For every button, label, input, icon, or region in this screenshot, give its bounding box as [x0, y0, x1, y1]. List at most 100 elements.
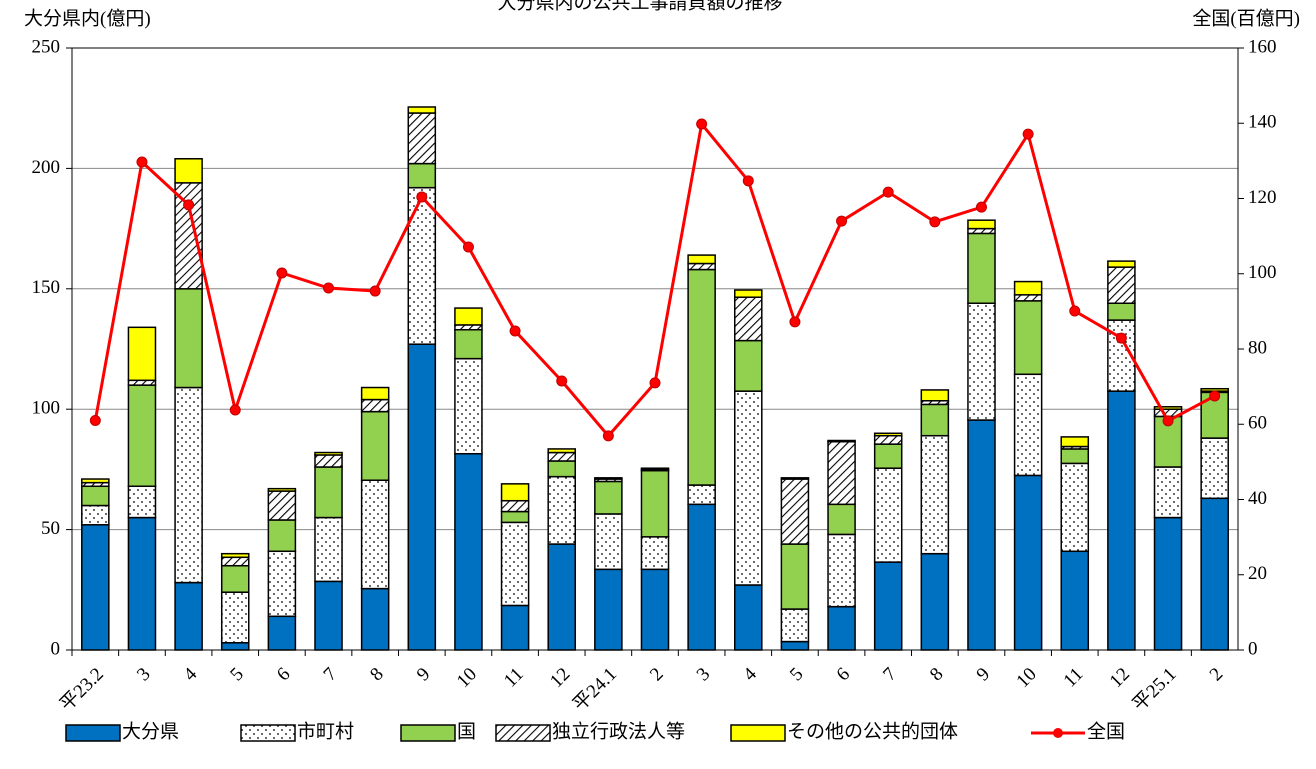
legend-label: 大分県 — [122, 720, 179, 742]
x-tick-label: 2 — [1206, 664, 1228, 686]
legend-swatch — [240, 724, 296, 742]
bar-segment — [920, 434, 950, 555]
bar-segment — [454, 328, 483, 360]
x-tick-label: 平23.2 — [56, 664, 108, 716]
x-tick-label: 9 — [413, 664, 435, 686]
line-marker — [1162, 415, 1174, 427]
bar-segment — [594, 477, 623, 480]
bar-segment — [360, 398, 390, 413]
line-marker — [1069, 305, 1081, 317]
bar-segment — [734, 289, 763, 298]
line-marker — [1115, 332, 1127, 344]
bar-segment — [220, 642, 250, 651]
y2-tick-label: 80 — [1248, 337, 1267, 358]
bar-segment — [734, 339, 763, 392]
x-tick-label: 4 — [739, 663, 761, 685]
legend-swatch — [730, 724, 786, 742]
line-marker — [136, 156, 148, 168]
line-marker — [89, 414, 101, 426]
y-tick-label: 50 — [41, 518, 60, 539]
x-tick-label: 5 — [786, 664, 808, 686]
bar-segment — [174, 386, 203, 584]
bar-segment — [780, 543, 810, 610]
bar-segment — [1107, 390, 1136, 651]
x-tick-label: 7 — [320, 664, 342, 686]
bar-segment — [640, 536, 670, 571]
bar-segment — [174, 158, 203, 184]
bar-segment — [407, 162, 437, 189]
x-tick-label: 3 — [133, 664, 155, 686]
bar-segment — [640, 568, 670, 651]
bar-segment — [547, 451, 576, 462]
bar-segment — [360, 386, 390, 401]
legend-label: その他の公共的団体 — [787, 720, 958, 742]
bar-segment — [127, 326, 157, 382]
bar-segment — [967, 302, 996, 421]
line-marker — [276, 267, 288, 279]
bar-segment — [1200, 437, 1229, 500]
x-tick-label: 11 — [500, 664, 528, 692]
bar-segment — [407, 186, 437, 345]
x-tick-label: 8 — [926, 664, 948, 686]
bar-segment — [407, 112, 437, 165]
bar-segment — [81, 504, 110, 526]
bar-segment — [873, 443, 903, 469]
line-marker — [649, 377, 661, 389]
bar-segment — [500, 510, 530, 524]
bar-segment — [174, 182, 203, 290]
bar-segment — [1153, 466, 1183, 519]
bar-segment — [127, 485, 157, 519]
bar-segment — [687, 254, 716, 265]
bar-segment — [873, 467, 903, 563]
line-marker — [462, 241, 474, 253]
line-marker — [696, 118, 708, 130]
bar-segment — [1107, 266, 1136, 304]
bar-segment — [81, 524, 110, 651]
bar-segment — [174, 288, 203, 389]
line-marker — [836, 215, 848, 227]
x-tick-label: 10 — [1012, 664, 1040, 692]
line-marker — [1209, 390, 1221, 402]
bar-segment — [407, 343, 437, 651]
line-marker — [789, 316, 801, 328]
y2-tick-label: 160 — [1248, 36, 1277, 57]
line-marker — [509, 325, 521, 337]
legend-swatch — [65, 724, 121, 742]
bar-segment — [1013, 373, 1043, 477]
line-marker — [323, 282, 335, 294]
bar-segment — [267, 615, 297, 651]
bar-segment — [594, 480, 623, 515]
legend-swatch — [400, 724, 456, 742]
bar-segment — [920, 552, 950, 651]
bar-segment — [500, 499, 530, 513]
bar-segment — [734, 296, 763, 342]
y2-axis-title: 全国(百億円) — [1192, 7, 1300, 29]
y-axis-title: 大分県内(億円) — [24, 7, 151, 29]
bar-segment — [827, 440, 856, 506]
bar-segment — [967, 219, 996, 230]
line-marker — [602, 430, 614, 442]
bar-segment — [594, 568, 623, 651]
line — [93, 120, 1216, 439]
bar-segment — [547, 475, 576, 545]
legend-label: 独立行政法人等 — [552, 720, 685, 742]
bar-segment — [967, 232, 996, 304]
x-tick-label: 平24.1 — [569, 664, 621, 716]
bar-segment — [780, 640, 810, 651]
y-tick-label: 250 — [32, 36, 61, 57]
bar-segment — [360, 587, 390, 651]
bar-segment — [314, 454, 343, 468]
x-tick-label: 12 — [546, 664, 574, 692]
bar-segment — [687, 262, 716, 271]
bar-segment — [314, 516, 343, 583]
bar-segment — [500, 483, 530, 502]
x-tick-label: 4 — [180, 663, 202, 685]
bar-segment — [920, 389, 950, 402]
x-tick-label: 5 — [226, 664, 248, 686]
bar-segment — [873, 561, 903, 651]
bar-segment — [220, 556, 250, 567]
bar-segment — [81, 478, 110, 484]
bar-segment — [687, 503, 716, 651]
